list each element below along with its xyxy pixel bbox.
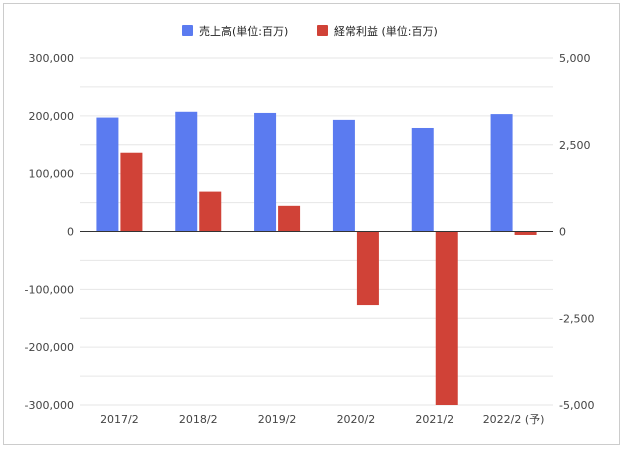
y-left-tick-label: 200,000 xyxy=(29,110,75,123)
bar-ordinary-profit xyxy=(356,231,379,306)
bar-sales xyxy=(175,111,198,232)
bar-chart: 300,000 200,000 100,000 0 -100,000 -200,000 -3… xyxy=(25,24,595,426)
bar-sales xyxy=(490,114,513,232)
x-tick-label: 2020/2 xyxy=(337,413,376,426)
legend-swatch xyxy=(317,25,328,36)
bar-sales xyxy=(96,117,119,232)
y-right-tick-label: -2,500 xyxy=(559,312,594,325)
bar-ordinary-profit xyxy=(120,152,143,232)
bar-ordinary-profit xyxy=(514,231,537,235)
y-left-tick-label: 0 xyxy=(67,226,74,239)
x-tick-label: 2021/2 xyxy=(415,413,454,426)
y-right-tick-label: 0 xyxy=(559,226,566,239)
y-left-tick-label: -200,000 xyxy=(25,341,74,354)
x-tick-label: 2022/2 (予) xyxy=(483,413,545,426)
bar-sales xyxy=(332,119,355,232)
bar-sales xyxy=(411,127,434,232)
legend-label: 売上高(単位:百万) xyxy=(199,24,288,38)
y-left-tick-label: -300,000 xyxy=(25,399,74,412)
x-tick-label: 2018/2 xyxy=(179,413,218,426)
axes: 300,000 200,000 100,000 0 -100,000 -200,000 -3… xyxy=(25,52,595,426)
legend-label: 経常利益 (単位:百万) xyxy=(334,24,438,38)
y-right-tick-label: 5,000 xyxy=(559,52,591,65)
y-left-tick-label: 100,000 xyxy=(29,168,75,181)
bar-sales xyxy=(254,112,277,232)
legend: 売上高(単位:百万) 経常利益 (単位:百万) xyxy=(182,24,438,38)
y-left-tick-label: 300,000 xyxy=(29,52,75,65)
grid-lines xyxy=(80,57,553,406)
x-tick-label: 2019/2 xyxy=(258,413,297,426)
bars xyxy=(96,111,537,405)
x-tick-label: 2017/2 xyxy=(100,413,139,426)
y-right-tick-label: 2,500 xyxy=(559,139,591,152)
bar-ordinary-profit xyxy=(435,231,458,405)
y-right-tick-label: -5,000 xyxy=(559,399,594,412)
legend-swatch xyxy=(182,25,193,36)
y-left-tick-label: -100,000 xyxy=(25,283,74,296)
bar-ordinary-profit xyxy=(278,205,301,232)
chart-frame: 300,000 200,000 100,000 0 -100,000 -200,000 -3… xyxy=(3,3,620,445)
bar-ordinary-profit xyxy=(199,191,222,232)
